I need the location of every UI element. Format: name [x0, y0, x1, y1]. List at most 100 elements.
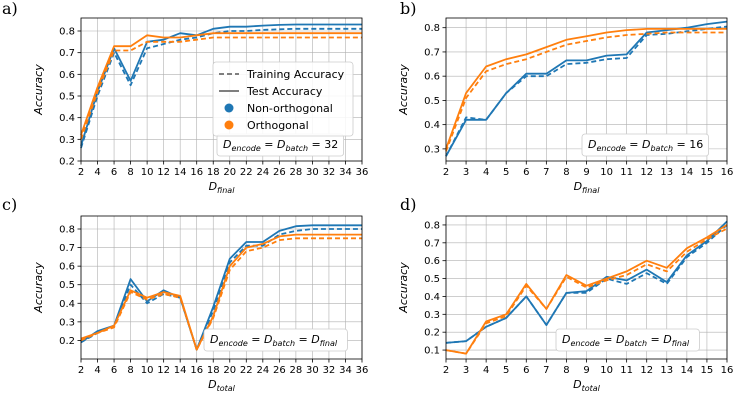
x-tick-label: 10	[600, 167, 613, 178]
x-tick-label: 28	[290, 167, 303, 178]
y-tick-label: 0.5	[59, 92, 75, 103]
x-tick-label: 8	[127, 365, 133, 376]
x-tick-label: 11	[620, 167, 633, 178]
axes-frame	[445, 17, 728, 162]
x-tick-label: 4	[483, 365, 489, 376]
y-tick-label: 0.8	[59, 27, 75, 38]
x-tick-label: 12	[157, 365, 170, 376]
x-tick-label: 32	[323, 365, 336, 376]
x-tick-label: 3	[463, 365, 469, 376]
x-tick-label: 12	[640, 365, 653, 376]
x-tick-label: 4	[94, 365, 100, 376]
chart-panel-4: d) 2 3 4 5 6 7 8 9 10 11 12 13 14 15 16 0.1 0.2 0.3 0.4 0.5 0…	[397, 195, 733, 393]
x-tick-label: 12	[157, 167, 170, 178]
series-non_orthogonal-training	[80, 27, 362, 149]
panel-label: d)	[400, 195, 416, 214]
x-tick-label: 24	[256, 167, 269, 178]
x-tick-label: 15	[701, 365, 714, 376]
annotation-text: Dencode = Dbatch = 16	[588, 138, 703, 153]
x-tick-label: 22	[240, 167, 253, 178]
x-tick-label: 6	[523, 365, 529, 376]
x-tick-label: 7	[543, 167, 549, 178]
x-tick-label: 16	[190, 365, 203, 376]
x-tick-label: 14	[174, 167, 187, 178]
x-tick-label: 6	[523, 167, 529, 178]
panel-label: b)	[400, 0, 416, 18]
annotation-text: Dencode = Dbatch = Dfinal	[562, 333, 690, 348]
x-tick-label: 10	[141, 167, 154, 178]
x-tick-label: 24	[256, 365, 269, 376]
x-tick-label: 2	[78, 365, 84, 376]
legend: Training Accuracy Test Accuracy Non-orthog…	[212, 61, 354, 137]
x-tick-label: 11	[620, 365, 633, 376]
y-tick-label: 0.3	[59, 317, 75, 328]
x-tick-label: 5	[503, 167, 509, 178]
y-tick-label: 0.5	[424, 96, 440, 107]
series-orthogonal-test	[445, 27, 727, 150]
x-tick-label: 9	[583, 365, 589, 376]
legend-non_orthogonal-label: Non-orthogonal	[247, 102, 333, 115]
series-orthogonal-test	[80, 32, 362, 136]
x-tick-label: 14	[680, 167, 693, 178]
x-tick-label: 3	[463, 167, 469, 178]
x-axis-label: Dtotal	[573, 378, 601, 393]
chart-panel-3: c)2 4 6 8 10 12 14 16 18 20 22 24 26 28 30 32 34 360.20.3…	[2, 195, 368, 393]
annotation-box	[203, 328, 348, 352]
y-tick-label: 0.6	[424, 256, 440, 267]
y-tick-label: 0.2	[59, 336, 75, 347]
y-tick-label: 0.6	[59, 262, 75, 273]
y-tick-label: 0.8	[424, 220, 440, 231]
x-tick-label: 34	[339, 365, 352, 376]
y-axis-label: Accuracy	[397, 64, 410, 116]
x-tick-label: 2	[443, 365, 449, 376]
y-tick-label: 0.6	[424, 72, 440, 83]
x-axis-label: Dtotal	[208, 378, 236, 393]
annotation-box	[581, 133, 709, 157]
axes-frame	[80, 17, 363, 162]
y-tick-label: 0.5	[59, 280, 75, 291]
axes-frame	[80, 215, 363, 360]
panel-label: a)	[2, 0, 18, 18]
x-tick-label: 30	[306, 365, 319, 376]
y-tick-label: 0.4	[424, 120, 440, 131]
annotation-text: Dencode = Dbatch = Dfinal	[210, 333, 338, 348]
series-non_orthogonal-training	[80, 228, 362, 351]
y-tick-label: 0.7	[59, 48, 75, 59]
y-tick-label: 0.5	[424, 274, 440, 285]
panel-label: c)	[2, 195, 17, 214]
x-tick-label: 8	[563, 167, 569, 178]
x-tick-label: 36	[356, 167, 369, 178]
y-tick-label: 0.8	[424, 23, 440, 34]
x-axis-label: Dfinal	[209, 180, 236, 195]
x-tick-label: 26	[273, 167, 286, 178]
x-tick-label: 2	[443, 167, 449, 178]
y-tick-label: 0.3	[59, 135, 75, 146]
x-tick-label: 6	[111, 167, 117, 178]
y-tick-label: 0.3	[424, 310, 440, 321]
y-tick-label: 0.4	[59, 299, 75, 310]
x-tick-label: 13	[660, 365, 673, 376]
x-tick-label: 36	[356, 365, 369, 376]
x-tick-label: 4	[94, 167, 100, 178]
x-tick-label: 4	[483, 167, 489, 178]
legend-test-label: Test Accuracy	[246, 85, 323, 98]
series-non_orthogonal-test	[80, 23, 362, 147]
x-tick-label: 28	[290, 365, 303, 376]
x-tick-label: 10	[600, 365, 613, 376]
annotation-box	[555, 328, 700, 352]
chart-panel-1: a)2 4 6 8 10 12 14 16 18 20 22 24 26 28 30 32 34 360.20.3…	[2, 0, 368, 195]
x-tick-label: 10	[141, 365, 154, 376]
x-tick-label: 20	[223, 167, 236, 178]
x-tick-label: 5	[503, 365, 509, 376]
legend-orthogonal-label: Orthogonal	[247, 119, 309, 132]
annotation-text: Dencode = Dbatch = 32	[223, 138, 338, 153]
y-tick-label: 0.6	[59, 70, 75, 81]
x-tick-label: 16	[721, 167, 734, 178]
series-orthogonal-test	[445, 224, 728, 355]
x-axis-label: Dfinal	[574, 180, 601, 195]
x-tick-label: 20	[223, 365, 236, 376]
legend-orthogonal-marker	[224, 120, 234, 130]
x-tick-label: 32	[323, 167, 336, 178]
x-tick-label: 8	[563, 365, 569, 376]
